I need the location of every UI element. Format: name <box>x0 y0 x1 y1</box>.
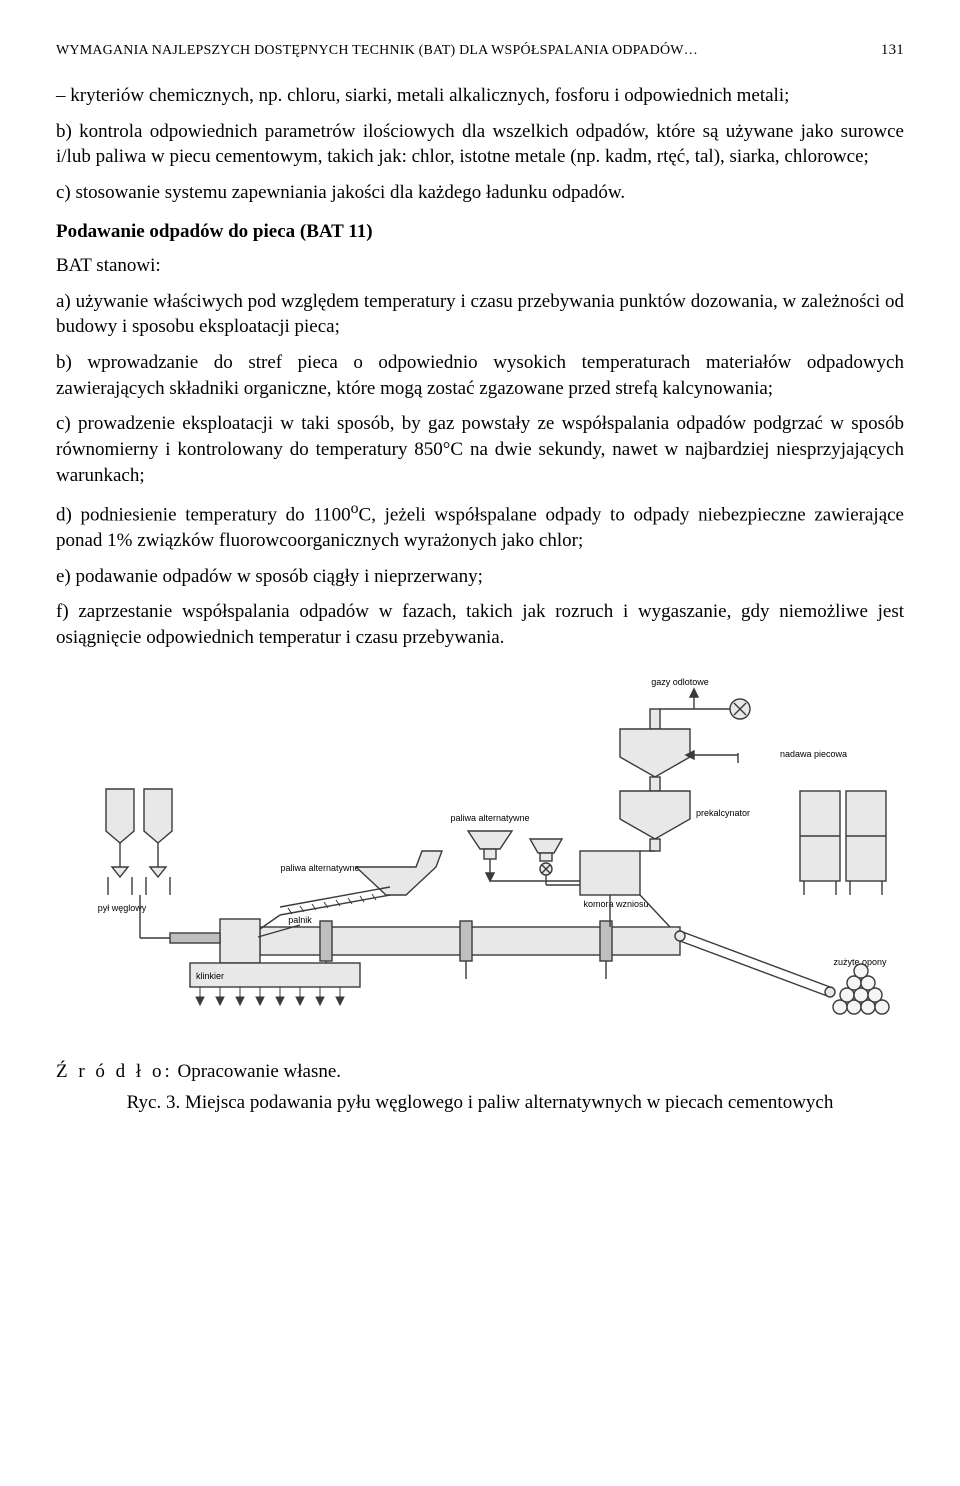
coal-dust-silos: pył węglowy <box>98 789 172 938</box>
paragraph-10: f) zaprzestanie współspalania odpadów w … <box>56 599 904 650</box>
label-nadawa-piecowa: nadawa piecowa <box>780 749 847 759</box>
paragraph-1: – kryteriów chemicznych, np. chloru, sia… <box>56 83 904 109</box>
paragraph-7: c) prowadzenie eksploatacji w taki sposó… <box>56 411 904 488</box>
subheading-bat11: Podawanie odpadów do pieca (BAT 11) <box>56 219 904 245</box>
running-header: WYMAGANIA NAJLEPSZYCH DOSTĘPNYCH TECHNIK… <box>56 40 904 61</box>
label-prekalcynator: prekalcynator <box>696 808 750 818</box>
label-palnik: palnik <box>288 915 312 925</box>
label-paliwa-alt-1: paliwa alternatywne <box>450 813 529 823</box>
figure-cement-kiln: gazy odlotowe nadawa piecowa prekalcynat… <box>60 671 900 1041</box>
label-komora-wzniosu: komora wzniosu <box>583 899 648 909</box>
clinker-cooler: klinkier <box>190 963 360 1005</box>
right-silos <box>800 791 886 895</box>
alt-fuel-upper: paliwa alternatywne <box>450 813 562 885</box>
page-number: 131 <box>881 40 904 60</box>
tyre-conveyor <box>675 931 835 997</box>
label-paliwa-alt-2: paliwa alternatywne <box>280 863 359 873</box>
label-gazy-odlotowe: gazy odlotowe <box>651 677 709 687</box>
running-title: WYMAGANIA NAJLEPSZYCH DOSTĘPNYCH TECHNIK… <box>56 42 698 61</box>
paragraph-2: b) kontrola odpowiednich parametrów iloś… <box>56 119 904 170</box>
riser-chamber: komora wzniosu <box>490 851 649 909</box>
paragraph-8: d) podniesienie temperatury do 1100oC, j… <box>56 498 904 554</box>
figure-source: Ź r ó d ł o: Opracowanie własne. <box>56 1059 904 1085</box>
used-tyres: zużyte opony <box>833 957 889 1014</box>
paragraph-5: a) używanie właściwych pod względem temp… <box>56 289 904 340</box>
label-klinkier: klinkier <box>196 971 224 981</box>
paragraph-4: BAT stanowi: <box>56 253 904 279</box>
paragraph-3: c) stosowanie systemu zapewniania jakośc… <box>56 180 904 206</box>
figure-caption: Ryc. 3. Miejsca podawania pyłu węglowego… <box>56 1090 904 1116</box>
paragraph-9: e) podawanie odpadów w sposób ciągły i n… <box>56 564 904 590</box>
paragraph-6: b) wprowadzanie do stref pieca o odpowie… <box>56 350 904 401</box>
